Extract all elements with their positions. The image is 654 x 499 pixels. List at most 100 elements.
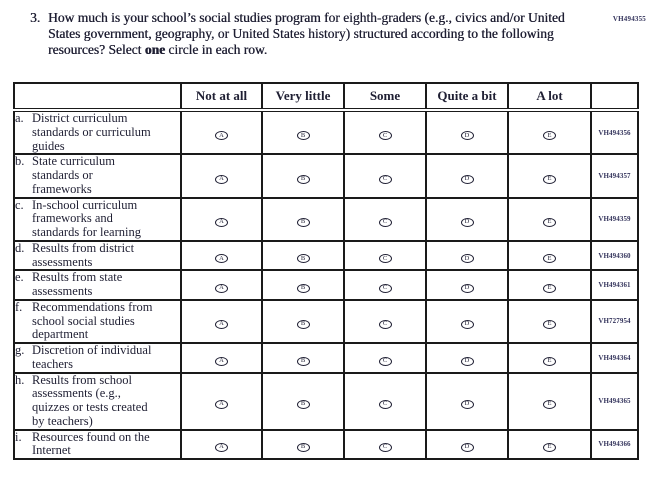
row-label: District curriculum standards or curricu… <box>32 111 151 153</box>
column-header-quite-a-bit: Quite a bit <box>425 82 509 112</box>
answer-bubble-a[interactable]: A <box>215 356 228 366</box>
answer-bubble-a[interactable]: A <box>215 131 228 141</box>
row-label-cell: d. Results from district assessments <box>13 239 182 272</box>
bubble-cell-a-lot: E <box>507 153 592 199</box>
answer-bubble-c[interactable]: C <box>378 283 392 293</box>
answer-bubble-c[interactable]: C <box>378 356 392 366</box>
answer-bubble-b[interactable]: B <box>296 443 310 452</box>
answer-bubble-e[interactable]: E <box>543 254 556 264</box>
answer-bubble-e[interactable]: E <box>543 320 556 330</box>
row-code: VH494366 <box>590 428 639 460</box>
answer-bubble-e[interactable]: E <box>543 356 556 366</box>
bubble-cell-a-lot: E <box>507 298 592 345</box>
answer-bubble-d[interactable]: D <box>460 174 474 184</box>
answer-bubble-d[interactable]: D <box>460 283 474 293</box>
answer-bubble-b[interactable]: B <box>296 217 310 227</box>
answer-bubble-d[interactable]: D <box>460 356 474 366</box>
answer-bubble-c[interactable]: C <box>378 443 392 452</box>
bubble-cell-quite-a-bit: D <box>425 108 509 156</box>
bubble-cell-some: C <box>343 108 427 156</box>
answer-bubble-a[interactable]: A <box>215 217 228 227</box>
answer-bubble-d[interactable]: D <box>460 217 474 227</box>
question-text-before: How much is your school’s social studies… <box>48 10 565 57</box>
bubble-cell-some: C <box>343 153 427 199</box>
row-label-inner: d. Results from district assessments <box>15 240 180 270</box>
bubble-cell-not-at-all: A <box>180 108 263 156</box>
answer-bubble-a[interactable]: A <box>215 320 228 330</box>
header-row: Not at all Very little Some Quite a bit A lo… <box>13 82 639 112</box>
answer-bubble-b[interactable]: B <box>296 320 310 330</box>
table-row: a. District curriculum standards or curri… <box>13 108 639 156</box>
answer-bubble-c[interactable]: C <box>378 217 392 227</box>
row-label: Discretion of individual teachers <box>32 343 152 371</box>
bubble-cell-very-little: B <box>261 298 345 345</box>
answer-bubble-d[interactable]: D <box>460 320 474 330</box>
bubble-cell-some: C <box>343 371 427 431</box>
answer-bubble-b[interactable]: B <box>296 254 310 264</box>
bubble-cell-not-at-all: A <box>180 239 263 272</box>
answer-bubble-e[interactable]: E <box>543 217 556 227</box>
bubble-cell-a-lot: E <box>507 196 592 242</box>
row-label-cell: b. State curriculum standards or framewor… <box>13 153 182 199</box>
table-row: h. Results from school assessments (e.g.,… <box>13 371 639 431</box>
answer-bubble-e[interactable]: E <box>543 443 556 452</box>
bubble-cell-not-at-all: A <box>180 371 263 431</box>
answer-bubble-e[interactable]: E <box>543 399 556 409</box>
answer-bubble-b[interactable]: B <box>296 356 310 366</box>
row-label-inner: h. Results from school assessments (e.g.,… <box>15 372 180 429</box>
row-label-inner: c. In-school curriculum frameworks and st… <box>15 197 180 240</box>
answer-bubble-e[interactable]: E <box>543 283 556 293</box>
answer-bubble-c[interactable]: C <box>378 254 392 264</box>
row-label-cell: a. District curriculum standards or curri… <box>13 108 182 156</box>
answer-bubble-c[interactable]: C <box>378 131 392 141</box>
row-code: VH494359 <box>590 196 639 242</box>
row-label-inner: g. Discretion of individual teachers <box>15 343 180 372</box>
row-code: VH494357 <box>590 153 639 199</box>
row-letter: f. <box>15 299 23 314</box>
answer-bubble-e[interactable]: E <box>543 131 556 141</box>
bubble-cell-not-at-all: A <box>180 269 263 301</box>
page-code: VH494355 <box>612 15 646 23</box>
bubble-cell-very-little: B <box>261 428 345 460</box>
answer-bubble-c[interactable]: C <box>378 320 392 330</box>
bubble-cell-very-little: B <box>261 269 345 301</box>
answer-bubble-a[interactable]: A <box>215 254 228 264</box>
row-label: State curriculum standards or frameworks <box>32 154 115 196</box>
bubble-cell-not-at-all: A <box>180 153 263 199</box>
bubble-cell-not-at-all: A <box>180 428 263 460</box>
bubble-cell-quite-a-bit: D <box>425 342 509 374</box>
answer-bubble-b[interactable]: B <box>296 283 310 293</box>
row-label: Results from district assessments <box>32 240 135 269</box>
answer-bubble-d[interactable]: D <box>460 131 474 141</box>
answer-bubble-c[interactable]: C <box>378 174 392 184</box>
answer-bubble-a[interactable]: A <box>215 399 228 409</box>
answer-bubble-a[interactable]: A <box>215 283 228 293</box>
column-header-very-little: Very little <box>261 82 345 112</box>
question-bold-word: one <box>144 41 165 57</box>
bubble-cell-not-at-all: A <box>180 196 263 242</box>
table-row: g. Discretion of individual teachers A B C D E… <box>13 342 639 374</box>
row-letter: c. <box>15 197 24 212</box>
answer-bubble-a[interactable]: A <box>215 174 228 184</box>
answer-bubble-a[interactable]: A <box>215 443 228 452</box>
row-code: VH494356 <box>590 108 639 156</box>
answer-bubble-b[interactable]: B <box>296 399 310 409</box>
resources-table: Not at all Very little Some Quite a bit A lo… <box>13 82 639 460</box>
row-letter: e. <box>15 270 24 285</box>
bubble-cell-a-lot: E <box>507 371 592 431</box>
answer-bubble-b[interactable]: B <box>296 174 310 184</box>
row-letter: h. <box>15 372 25 387</box>
answer-bubble-c[interactable]: C <box>378 399 392 409</box>
answer-bubble-d[interactable]: D <box>460 254 474 264</box>
bubble-cell-some: C <box>343 239 427 272</box>
answer-bubble-d[interactable]: D <box>460 443 474 452</box>
bubble-cell-a-lot: E <box>507 108 592 156</box>
row-label-cell: g. Discretion of individual teachers <box>13 342 182 374</box>
row-label-cell: h. Results from school assessments (e.g.,… <box>13 371 182 431</box>
answer-bubble-b[interactable]: B <box>296 131 310 141</box>
answer-bubble-e[interactable]: E <box>543 174 556 184</box>
table-row: d. Results from district assessments A B C D E… <box>13 239 639 272</box>
row-label: Recommendations from school social studi… <box>32 299 153 342</box>
bubble-cell-a-lot: E <box>507 428 592 460</box>
answer-bubble-d[interactable]: D <box>460 399 474 409</box>
